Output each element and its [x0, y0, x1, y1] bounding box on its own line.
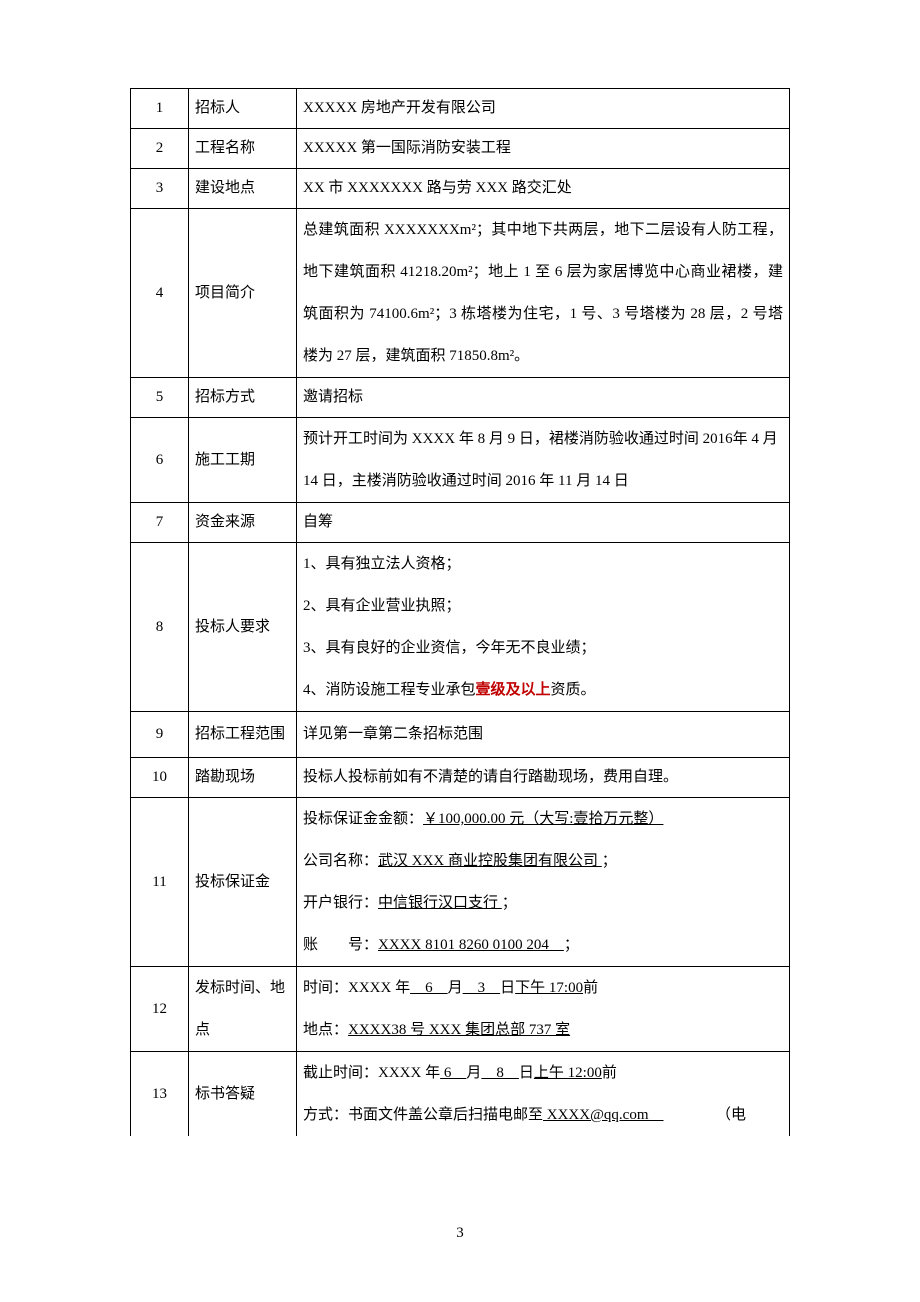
row-num: 2 — [131, 129, 189, 169]
row-label: 踏勘现场 — [189, 758, 297, 798]
row-label: 施工工期 — [189, 418, 297, 503]
table-row: 9 招标工程范围 详见第一章第二条招标范围 — [131, 712, 790, 758]
place-value: XXXX38 号 XXX 集团总部 737 室 — [348, 1022, 570, 1038]
issue-time: 时间：XXXX 年 6 月 3 日下午 17:00前 — [303, 967, 783, 1009]
amount-value: ￥100,000.00 元（大写:壹拾万元整） — [423, 811, 663, 827]
row-content: 邀请招标 — [297, 378, 790, 418]
req-line: 1、具有独立法人资格； — [303, 543, 783, 585]
issue-time-place: 时间：XXXX 年 6 月 3 日下午 17:00前 地点：XXXX38 号 X… — [297, 967, 790, 1052]
row-num: 12 — [131, 967, 189, 1052]
page-number: 3 — [0, 1225, 920, 1242]
row-label: 招标人 — [189, 89, 297, 129]
row-content: 投标人投标前如有不清楚的请自行踏勘现场，费用自理。 — [297, 758, 790, 798]
table-row: 13 标书答疑 截止时间：XXXX 年 6 月 8 日上午 12:00前 方式：… — [131, 1052, 790, 1137]
clarification: 截止时间：XXXX 年 6 月 8 日上午 12:00前 方式：书面文件盖公章后… — [297, 1052, 790, 1137]
req-text: 4、消防设施工程专业承包 — [303, 682, 476, 698]
company-value: 武汉 XXX 商业控股集团有限公司 — [378, 853, 602, 869]
row-num: 3 — [131, 169, 189, 209]
row-content: XXXXX 房地产开发有限公司 — [297, 89, 790, 129]
bid-bond: 投标保证金金额：￥100,000.00 元（大写:壹拾万元整） 公司名称：武汉 … — [297, 798, 790, 967]
table-row: 8 投标人要求 1、具有独立法人资格； 2、具有企业营业执照； 3、具有良好的企… — [131, 543, 790, 712]
company-name: 公司名称：武汉 XXX 商业控股集团有限公司 ； — [303, 840, 783, 882]
bid-info-table: 1 招标人 XXXXX 房地产开发有限公司 2 工程名称 XXXXX 第一国际消… — [130, 88, 790, 1136]
row-num: 8 — [131, 543, 189, 712]
deadline: 截止时间：XXXX 年 6 月 8 日上午 12:00前 — [303, 1052, 783, 1094]
row-content: XX 市 XXXXXXX 路与劳 XXX 路交汇处 — [297, 169, 790, 209]
issue-place: 地点：XXXX38 号 XXX 集团总部 737 室 — [303, 1009, 783, 1051]
row-num: 6 — [131, 418, 189, 503]
table-row: 2 工程名称 XXXXX 第一国际消防安装工程 — [131, 129, 790, 169]
bank-name: 开户银行：中信银行汉口支行 ； — [303, 882, 783, 924]
table-row: 5 招标方式 邀请招标 — [131, 378, 790, 418]
row-content: 详见第一章第二条招标范围 — [297, 712, 790, 758]
row-num: 10 — [131, 758, 189, 798]
bidder-requirements: 1、具有独立法人资格； 2、具有企业营业执照； 3、具有良好的企业资信，今年无不… — [297, 543, 790, 712]
row-content: 自筹 — [297, 503, 790, 543]
row-num: 5 — [131, 378, 189, 418]
row-num: 13 — [131, 1052, 189, 1137]
req-line: 4、消防设施工程专业承包壹级及以上资质。 — [303, 669, 783, 711]
row-label: 招标工程范围 — [189, 712, 297, 758]
row-content: XXXXX 第一国际消防安装工程 — [297, 129, 790, 169]
qualification-level: 壹级及以上 — [476, 682, 551, 698]
req-line: 3、具有良好的企业资信，今年无不良业绩； — [303, 627, 783, 669]
row-label: 资金来源 — [189, 503, 297, 543]
row-label: 发标时间、地点 — [189, 967, 297, 1052]
row-label: 工程名称 — [189, 129, 297, 169]
bank-value: 中信银行汉口支行 — [378, 895, 502, 911]
table-row: 6 施工工期 预计开工时间为 XXXX 年 8 月 9 日，裙楼消防验收通过时间… — [131, 418, 790, 503]
table-row: 7 资金来源 自筹 — [131, 503, 790, 543]
table-row: 3 建设地点 XX 市 XXXXXXX 路与劳 XXX 路交汇处 — [131, 169, 790, 209]
bond-amount: 投标保证金金额：￥100,000.00 元（大写:壹拾万元整） — [303, 798, 783, 840]
row-num: 1 — [131, 89, 189, 129]
table-row: 11 投标保证金 投标保证金金额：￥100,000.00 元（大写:壹拾万元整）… — [131, 798, 790, 967]
table-row: 1 招标人 XXXXX 房地产开发有限公司 — [131, 89, 790, 129]
row-label: 投标保证金 — [189, 798, 297, 967]
row-num: 9 — [131, 712, 189, 758]
row-num: 7 — [131, 503, 189, 543]
row-label: 项目简介 — [189, 209, 297, 378]
row-label: 招标方式 — [189, 378, 297, 418]
row-num: 4 — [131, 209, 189, 378]
req-text: 资质。 — [551, 682, 596, 698]
row-content: 预计开工时间为 XXXX 年 8 月 9 日，裙楼消防验收通过时间 2016年 … — [297, 418, 790, 503]
row-label: 投标人要求 — [189, 543, 297, 712]
req-line: 2、具有企业营业执照； — [303, 585, 783, 627]
row-num: 11 — [131, 798, 189, 967]
row-label: 标书答疑 — [189, 1052, 297, 1137]
account-number: 账 号：XXXX 8101 8260 0100 204 ； — [303, 924, 783, 966]
method: 方式：书面文件盖公章后扫描电邮至 XXXX@qq.com （电 — [303, 1094, 783, 1136]
email-value: XXXX@qq.com — [543, 1107, 663, 1123]
account-value: XXXX 8101 8260 0100 204 — [378, 937, 564, 953]
table-row: 10 踏勘现场 投标人投标前如有不清楚的请自行踏勘现场，费用自理。 — [131, 758, 790, 798]
table-row: 12 发标时间、地点 时间：XXXX 年 6 月 3 日下午 17:00前 地点… — [131, 967, 790, 1052]
table-row: 4 项目简介 总建筑面积 XXXXXXXm²；其中地下共两层，地下二层设有人防工… — [131, 209, 790, 378]
row-content: 总建筑面积 XXXXXXXm²；其中地下共两层，地下二层设有人防工程，地下建筑面… — [297, 209, 790, 378]
row-label: 建设地点 — [189, 169, 297, 209]
